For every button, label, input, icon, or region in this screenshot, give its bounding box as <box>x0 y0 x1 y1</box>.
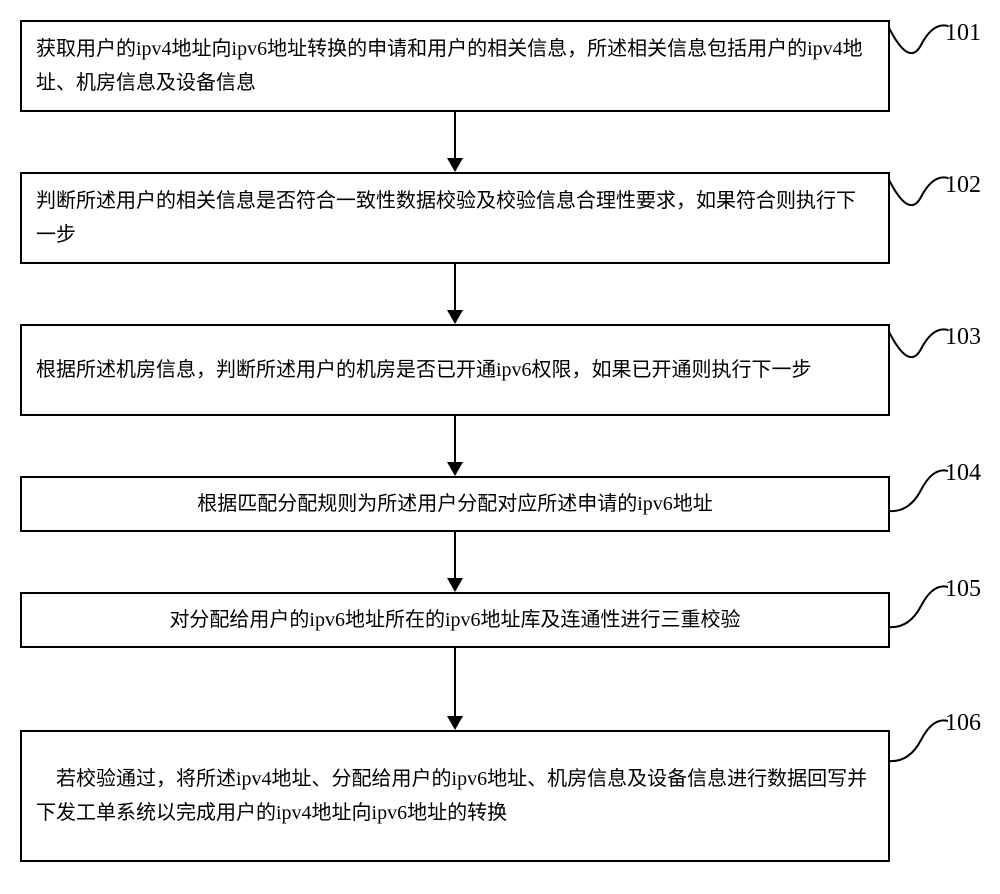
flow-step-label-102: 102 <box>945 172 981 199</box>
flow-arrow-head-0 <box>447 158 463 172</box>
flow-step-text: 根据所述机房信息，判断所述用户的机房是否已开通ipv6权限，如果已开通则执行下一… <box>36 353 874 387</box>
flow-step-label-106: 106 <box>945 710 981 737</box>
flow-arrow-head-1 <box>447 310 463 324</box>
flow-step-label-101: 101 <box>945 20 981 47</box>
label-connector-102 <box>888 172 948 222</box>
label-connector-105 <box>888 581 948 631</box>
flowchart-canvas: 获取用户的ipv4地址向ipv6地址转换的申请和用户的相关信息，所述相关信息包括… <box>0 0 1000 894</box>
flow-arrow-head-2 <box>447 462 463 476</box>
flow-step-label-103: 103 <box>945 324 981 351</box>
flow-step-text: 若校验通过，将所述ipv4地址、分配给用户的ipv6地址、机房信息及设备信息进行… <box>36 762 874 830</box>
flow-step-text: 判断所述用户的相关信息是否符合一致性数据校验及校验信息合理性要求，如果符合则执行… <box>36 184 874 252</box>
flow-arrow-head-3 <box>447 578 463 592</box>
flow-step-106: 若校验通过，将所述ipv4地址、分配给用户的ipv6地址、机房信息及设备信息进行… <box>20 730 890 862</box>
flow-step-104: 根据匹配分配规则为所述用户分配对应所述申请的ipv6地址 <box>20 476 890 532</box>
flow-step-text: 获取用户的ipv4地址向ipv6地址转换的申请和用户的相关信息，所述相关信息包括… <box>36 32 874 100</box>
flow-step-text: 根据匹配分配规则为所述用户分配对应所述申请的ipv6地址 <box>36 487 874 521</box>
flow-step-text: 对分配给用户的ipv6地址所在的ipv6地址库及连通性进行三重校验 <box>36 603 874 637</box>
flow-step-label-104: 104 <box>945 460 981 487</box>
label-connector-104 <box>888 465 948 515</box>
label-connector-101 <box>888 20 948 70</box>
flow-step-label-105: 105 <box>945 576 981 603</box>
label-connector-106 <box>888 715 948 765</box>
flow-step-103: 根据所述机房信息，判断所述用户的机房是否已开通ipv6权限，如果已开通则执行下一… <box>20 324 890 416</box>
flow-step-102: 判断所述用户的相关信息是否符合一致性数据校验及校验信息合理性要求，如果符合则执行… <box>20 172 890 264</box>
flow-step-101: 获取用户的ipv4地址向ipv6地址转换的申请和用户的相关信息，所述相关信息包括… <box>20 20 890 112</box>
flow-step-105: 对分配给用户的ipv6地址所在的ipv6地址库及连通性进行三重校验 <box>20 592 890 648</box>
label-connector-103 <box>888 324 948 374</box>
flow-arrow-head-4 <box>447 716 463 730</box>
